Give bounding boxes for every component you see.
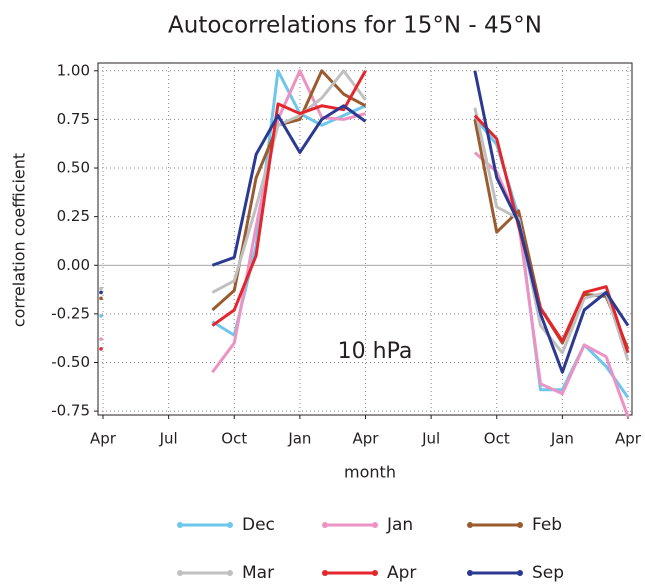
- legend-dot: [467, 570, 473, 576]
- series-line: [211, 70, 630, 374]
- x-tick-label: Apr: [353, 430, 380, 448]
- x-axis-label: month: [344, 463, 396, 482]
- y-tick-label: 0.25: [57, 207, 90, 225]
- x-tick-label: Apr: [90, 430, 117, 448]
- y-tick-label: 1.00: [57, 61, 90, 79]
- y-tick-label: 0.50: [57, 159, 90, 177]
- legend-label: Apr: [387, 563, 416, 583]
- legend-dot: [467, 522, 473, 528]
- x-tick-label: Apr: [615, 430, 642, 448]
- x-tick-label: Jul: [159, 430, 178, 448]
- legend-dot: [372, 522, 378, 528]
- series-line: [211, 70, 630, 354]
- legend-dot: [517, 570, 523, 576]
- series-line: [211, 69, 630, 418]
- y-tick-label: -0.25: [51, 304, 90, 322]
- x-tick-label: Jan: [287, 430, 311, 448]
- point: [99, 337, 103, 341]
- chart-title: Autocorrelations for 15°N - 45°N: [168, 13, 542, 39]
- x-tick-label: Jan: [550, 430, 574, 448]
- y-tick-label: -0.75: [51, 402, 90, 420]
- y-tick-label: -0.50: [51, 353, 90, 371]
- legend-dot: [177, 522, 183, 528]
- legend-dot: [372, 570, 378, 576]
- x-tick-label: Jul: [421, 430, 440, 448]
- point: [99, 296, 103, 301]
- y-axis-label: correlation coefficient: [10, 153, 29, 327]
- legend-dot: [322, 570, 328, 576]
- legend-label: Sep: [532, 563, 564, 583]
- point: [99, 290, 103, 295]
- point: [99, 347, 103, 351]
- y-tick-label: 0.75: [57, 110, 90, 128]
- series-line: [211, 69, 630, 350]
- legend-label: Dec: [242, 515, 275, 535]
- legend-label: Feb: [532, 515, 562, 535]
- legend-dot: [177, 570, 183, 576]
- series-line: [211, 69, 630, 362]
- x-tick-label: Oct: [221, 430, 247, 448]
- legend-dot: [322, 522, 328, 528]
- legend-label: Mar: [242, 563, 274, 583]
- legend-dot: [227, 522, 233, 528]
- y-tick-label: 0.00: [57, 256, 90, 274]
- annotation: 10 hPa: [338, 339, 413, 364]
- point: [99, 314, 103, 318]
- legend-label: Jan: [386, 515, 413, 535]
- point: [99, 286, 103, 291]
- legend-dot: [517, 522, 523, 528]
- x-tick-label: Oct: [484, 430, 510, 448]
- legend-dot: [227, 570, 233, 576]
